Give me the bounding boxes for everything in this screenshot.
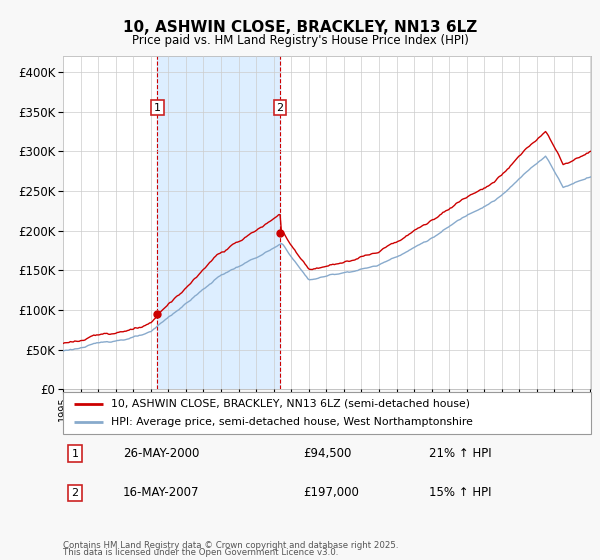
Text: 2: 2 [71,488,79,498]
Text: 2: 2 [277,102,284,113]
Text: Price paid vs. HM Land Registry's House Price Index (HPI): Price paid vs. HM Land Registry's House … [131,34,469,46]
Bar [157,56,280,389]
Text: 1: 1 [154,102,161,113]
Text: 21% ↑ HPI: 21% ↑ HPI [429,447,491,460]
Text: Contains HM Land Registry data © Crown copyright and database right 2025.: Contains HM Land Registry data © Crown c… [63,541,398,550]
Text: 15% ↑ HPI: 15% ↑ HPI [429,486,491,500]
Text: £94,500: £94,500 [303,447,352,460]
Text: 10, ASHWIN CLOSE, BRACKLEY, NN13 6LZ: 10, ASHWIN CLOSE, BRACKLEY, NN13 6LZ [123,20,477,35]
Text: HPI: Average price, semi-detached house, West Northamptonshire: HPI: Average price, semi-detached house,… [110,417,472,427]
Text: This data is licensed under the Open Government Licence v3.0.: This data is licensed under the Open Gov… [63,548,338,557]
Text: 1: 1 [71,449,79,459]
Text: 16-MAY-2007: 16-MAY-2007 [123,486,199,500]
Text: £197,000: £197,000 [303,486,359,500]
Text: 10, ASHWIN CLOSE, BRACKLEY, NN13 6LZ (semi-detached house): 10, ASHWIN CLOSE, BRACKLEY, NN13 6LZ (se… [110,399,470,409]
Text: 26-MAY-2000: 26-MAY-2000 [123,447,199,460]
